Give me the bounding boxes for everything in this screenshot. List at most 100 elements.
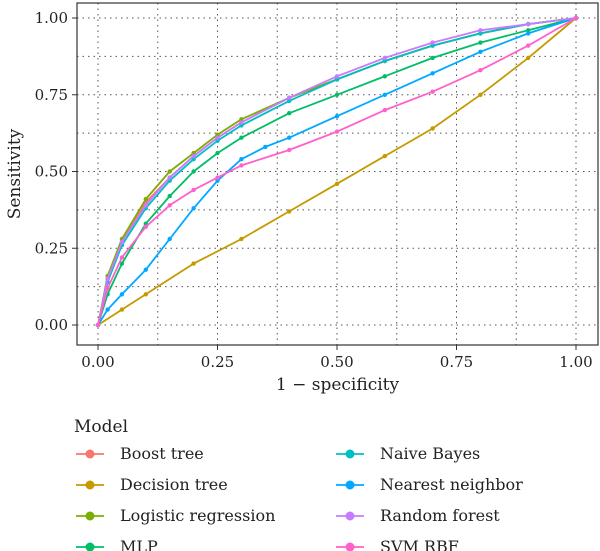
series-point	[143, 224, 148, 229]
y-axis-title: Sensitivity	[5, 128, 25, 219]
series-point	[526, 21, 531, 27]
y-tick-label: 0.00	[35, 316, 68, 334]
series-point	[167, 175, 172, 180]
series-point	[167, 236, 172, 242]
series-point	[382, 107, 387, 113]
legend-label: SVM RBF	[380, 537, 459, 551]
series-point	[215, 150, 220, 156]
series-point	[167, 169, 172, 174]
legend-label: Decision tree	[120, 475, 228, 494]
series-point	[119, 292, 125, 297]
series-point	[382, 74, 387, 79]
series-point	[334, 77, 340, 82]
series-point	[430, 55, 435, 61]
legend-item: SVM RBF	[336, 537, 459, 551]
series-point	[143, 196, 148, 202]
y-tick-label: 0.75	[35, 86, 68, 104]
x-tick-label: 0.25	[201, 353, 234, 371]
legend-label: Boost tree	[120, 444, 204, 463]
series-point	[334, 181, 340, 186]
series-point	[143, 203, 148, 208]
axis-ticks: 0.00 0.25 0.50 0.75 1.00 0.00 0.25 0.50 0.75 1.00	[35, 9, 593, 371]
series-point	[478, 40, 483, 45]
series-point	[119, 307, 125, 312]
series-point	[167, 193, 172, 199]
legend-item: Decision tree	[76, 475, 228, 494]
series-point	[478, 28, 483, 33]
series-point	[119, 239, 125, 245]
x-tick-label: 0.00	[81, 353, 114, 371]
legend: Boost tree Decision tree Logistic regressi…	[76, 444, 523, 551]
legend-key-point	[85, 480, 95, 490]
legend-key-point	[85, 542, 95, 551]
legend-key-point	[345, 480, 355, 490]
series-point	[191, 261, 196, 266]
series-point	[430, 126, 435, 131]
series-point	[191, 187, 196, 193]
legend-item: MLP	[76, 537, 158, 551]
series-point	[215, 138, 220, 143]
series-line	[97, 17, 577, 326]
series-point	[430, 71, 435, 76]
series-point	[263, 144, 268, 150]
series-point	[478, 68, 483, 73]
series-point	[526, 31, 531, 36]
series-point	[526, 43, 531, 48]
legend-label: Random forest	[380, 506, 500, 525]
series-point	[215, 178, 220, 183]
series-point	[105, 286, 110, 291]
series-point	[382, 58, 387, 64]
series-point	[167, 203, 172, 208]
series-nearest-neighbor	[95, 15, 579, 328]
series-point	[239, 157, 244, 162]
series-point	[382, 92, 387, 98]
series-point	[430, 89, 435, 94]
series-point	[478, 92, 483, 98]
legend-key-point	[345, 449, 355, 459]
series-point	[215, 175, 220, 180]
legend-title: Model	[74, 417, 128, 437]
legend-key-point	[345, 511, 355, 521]
series-point	[382, 55, 387, 61]
series-point	[239, 163, 244, 168]
x-axis-title: 1 − specificity	[276, 375, 400, 395]
y-tick-label: 1.00	[35, 9, 68, 27]
series-point	[191, 206, 196, 211]
legend-label: MLP	[120, 537, 158, 551]
series-point	[334, 114, 340, 119]
series-point	[239, 117, 244, 122]
legend-key-point	[345, 542, 355, 551]
y-tick-label: 0.25	[35, 239, 68, 257]
series-point	[430, 40, 435, 45]
series-point	[215, 135, 220, 140]
series-point	[526, 55, 531, 61]
legend-item: Naive Bayes	[336, 444, 480, 463]
series-point	[526, 28, 531, 33]
series-point	[239, 135, 244, 140]
series-point	[191, 153, 196, 159]
grid	[77, 3, 598, 345]
series-svm-rbf	[95, 15, 579, 328]
series-point	[334, 129, 340, 134]
series-point	[478, 31, 483, 36]
series-point	[191, 169, 196, 174]
series-point	[143, 292, 148, 297]
x-tick-label: 0.50	[320, 353, 353, 371]
x-tick-label: 0.75	[440, 353, 473, 371]
series-point	[334, 92, 340, 98]
series-point	[119, 261, 125, 266]
series-point	[119, 255, 125, 260]
series-point	[287, 147, 292, 153]
series-point	[382, 153, 387, 159]
series-point	[239, 236, 244, 242]
series-point	[287, 98, 292, 104]
legend-label: Logistic regression	[120, 506, 275, 525]
legend-item: Logistic regression	[76, 506, 275, 525]
legend-label: Naive Bayes	[380, 444, 480, 463]
series-point	[143, 267, 148, 272]
series-point	[573, 15, 579, 21]
series-point	[287, 111, 292, 116]
legend-label: Nearest neighbor	[380, 475, 523, 494]
x-tick-label: 1.00	[559, 353, 592, 371]
